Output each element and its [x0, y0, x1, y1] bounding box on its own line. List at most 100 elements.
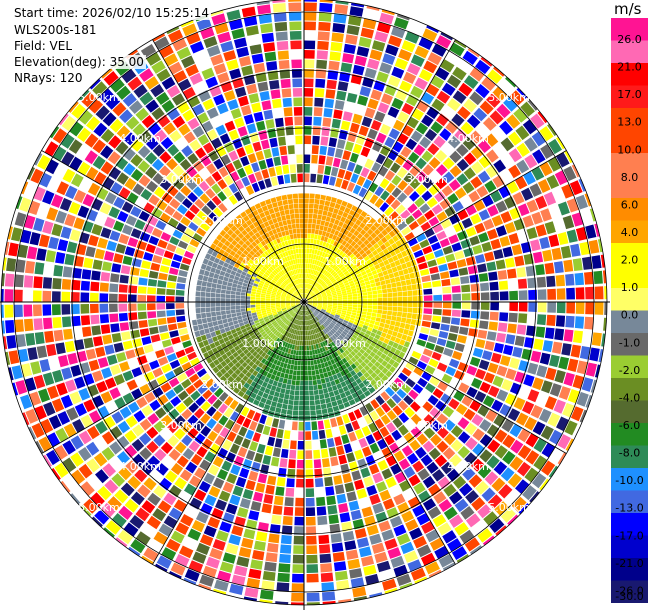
- velocity-gate: [302, 293, 304, 299]
- velocity-gate: [332, 295, 338, 298]
- noise-gate: [175, 303, 185, 309]
- noise-gate: [435, 400, 447, 412]
- velocity-gate: [331, 385, 338, 391]
- noise-gate: [116, 352, 127, 363]
- velocity-gate: [332, 405, 340, 412]
- velocity-gate: [234, 335, 240, 342]
- velocity-gate: [252, 370, 259, 377]
- noise-gate: [221, 460, 232, 472]
- velocity-gate: [306, 340, 309, 346]
- noise-gate: [236, 46, 250, 58]
- velocity-gate: [363, 390, 371, 397]
- velocity-gate: [274, 285, 279, 289]
- velocity-gate: [326, 326, 332, 331]
- noise-gate: [146, 137, 159, 150]
- velocity-gate: [293, 350, 297, 355]
- noise-gate: [376, 560, 391, 573]
- velocity-gate: [313, 302, 318, 304]
- velocity-gate: [209, 361, 216, 369]
- velocity-gate: [362, 246, 369, 252]
- noise-gate: [123, 522, 139, 537]
- noise-gate: [372, 502, 385, 514]
- velocity-gate: [275, 304, 281, 307]
- noise-gate: [416, 433, 429, 446]
- velocity-gate: [340, 332, 346, 338]
- velocity-gate: [289, 209, 295, 215]
- velocity-gate: [304, 395, 310, 401]
- velocity-gate: [339, 284, 345, 288]
- noise-gate: [86, 209, 99, 222]
- noise-gate: [509, 357, 520, 370]
- velocity-gate: [314, 339, 318, 345]
- velocity-gate: [286, 343, 291, 349]
- velocity-gate: [307, 310, 311, 315]
- noise-gate: [160, 414, 173, 427]
- noise-gate: [273, 156, 281, 166]
- noise-gate: [117, 420, 131, 434]
- velocity-gate: [306, 258, 309, 264]
- noise-gate: [369, 49, 383, 61]
- velocity-gate: [339, 205, 346, 212]
- velocity-gate: [359, 393, 366, 401]
- noise-gate: [132, 424, 145, 437]
- noise-gate: [273, 495, 284, 506]
- noise-gate: [80, 280, 90, 291]
- noise-gate: [238, 56, 252, 67]
- velocity-gate: [200, 291, 206, 297]
- velocity-gate: [329, 323, 334, 328]
- noise-gate: [194, 489, 207, 502]
- velocity-gate: [232, 266, 238, 272]
- noise-gate: [200, 425, 212, 437]
- velocity-gate: [240, 274, 246, 280]
- velocity-gate: [310, 410, 316, 416]
- velocity-gate: [235, 214, 243, 222]
- noise-gate: [288, 459, 296, 469]
- noise-gate: [428, 447, 441, 460]
- noise-gate: [214, 435, 225, 447]
- velocity-gate: [284, 273, 289, 279]
- velocity-gate: [231, 365, 238, 372]
- velocity-gate: [256, 292, 261, 296]
- noise-gate: [479, 434, 493, 447]
- noise-gate: [374, 198, 384, 208]
- noise-gate: [170, 562, 186, 576]
- velocity-gate: [322, 316, 328, 320]
- noise-gate: [195, 396, 206, 407]
- velocity-gate: [309, 279, 313, 285]
- velocity-gate: [263, 316, 269, 320]
- velocity-gate: [292, 193, 298, 199]
- noise-gate: [440, 323, 450, 332]
- noise-gate: [46, 343, 57, 357]
- velocity-gate: [400, 280, 407, 286]
- noise-gate: [420, 221, 431, 232]
- velocity-gate: [388, 238, 395, 245]
- velocity-gate: [272, 322, 278, 327]
- velocity-gate: [234, 345, 241, 352]
- velocity-gate: [220, 367, 227, 375]
- velocity-gate: [387, 302, 393, 307]
- noise-gate: [149, 326, 159, 335]
- velocity-gate: [251, 291, 256, 295]
- velocity-gate: [275, 227, 281, 233]
- velocity-gate: [209, 342, 216, 349]
- velocity-gate: [228, 321, 234, 327]
- velocity-gate: [373, 243, 380, 250]
- velocity-gate: [223, 364, 231, 372]
- velocity-gate: [306, 273, 309, 279]
- noise-gate: [418, 333, 429, 341]
- noise-gate: [319, 2, 333, 13]
- velocity-gate: [302, 315, 304, 321]
- noise-gate: [500, 211, 512, 224]
- velocity-gate: [295, 279, 298, 285]
- noise-gate: [182, 23, 198, 37]
- velocity-gate: [245, 302, 251, 306]
- noise-gate: [451, 309, 461, 317]
- velocity-gate: [336, 262, 342, 268]
- noise-gate: [261, 580, 275, 591]
- velocity-gate: [321, 230, 327, 237]
- velocity-gate: [298, 310, 301, 315]
- noise-gate: [74, 403, 87, 417]
- velocity-gate: [307, 298, 312, 301]
- noise-gate: [275, 117, 284, 128]
- noise-gate: [61, 291, 71, 302]
